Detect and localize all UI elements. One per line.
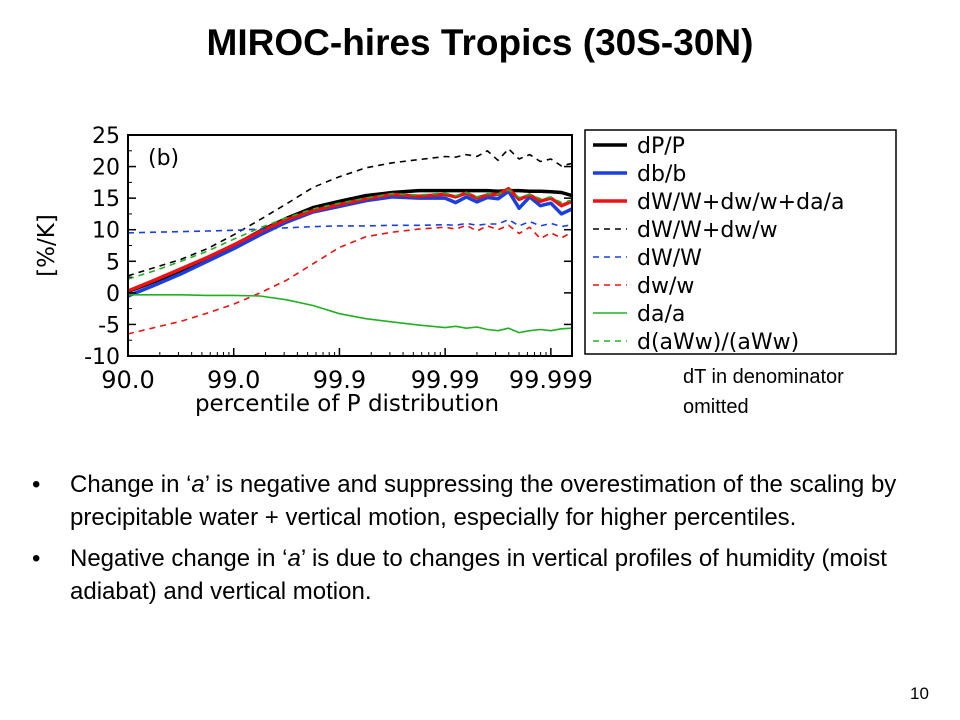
- bullet-item: • Change in ‘a’ is negative and suppress…: [30, 468, 930, 534]
- legend-label: dP/P: [637, 134, 685, 159]
- y-tick-label: 20: [92, 156, 120, 181]
- series-layer: [128, 148, 572, 335]
- bullet-text-post: ’ is negative and suppressing the overes…: [70, 471, 897, 531]
- y-axis-label: [%/K]: [34, 214, 60, 277]
- panel-label: (b): [148, 146, 179, 171]
- bullet-text-pre: Negative change in ‘: [70, 545, 288, 572]
- chart: -10 -5 0 5 10 15 20 25 90.0 99.0 99.9 99.99 99.999 pe…: [34, 124, 897, 417]
- side-note-line-1: dT in denominator: [683, 366, 844, 388]
- axes-layer: -10 -5 0 5 10 15 20 25 90.0 99.0 99.9 99.99 99.999 pe…: [34, 124, 593, 417]
- y-tick-label: -5: [98, 313, 120, 338]
- side-note-line-2: omitted: [683, 396, 749, 418]
- plot-frame: [127, 134, 573, 357]
- legend-label: dW/W+dw/w: [637, 218, 778, 243]
- series-line: [128, 224, 572, 335]
- x-tick-label: 99.9: [313, 366, 366, 394]
- x-tick-label: 99.0: [207, 366, 260, 394]
- bullet-text-post: ’ is due to changes in vertical profiles…: [70, 545, 887, 605]
- bullet-item: • Negative change in ‘a’ is due to chang…: [30, 542, 930, 608]
- bullet-dot-icon: •: [32, 471, 41, 498]
- series-line: [128, 218, 572, 234]
- legend-label: da/a: [637, 302, 685, 327]
- page-number: 10: [910, 684, 929, 703]
- bullet-text-pre: Change in ‘: [70, 471, 192, 498]
- side-note: dT in denominator omitted: [683, 362, 844, 422]
- x-axis-label: percentile of P distribution: [195, 391, 499, 417]
- y-tick-label: 10: [92, 219, 120, 244]
- bullet-text-em: a: [287, 545, 301, 572]
- bullet-dot-icon: •: [32, 545, 41, 572]
- bullet-list: • Change in ‘a’ is negative and suppress…: [30, 468, 930, 616]
- bullet-text-em: a: [191, 471, 205, 498]
- legend: dP/P db/b dW/W+dw/w+da/a dW/W+dw/w dW/W dw/w d…: [584, 129, 897, 355]
- legend-label: dW/W+dw/w+da/a: [637, 190, 844, 215]
- y-tick-label: 5: [106, 250, 120, 275]
- y-tick-label: 0: [106, 282, 120, 307]
- series-line: [128, 148, 572, 277]
- series-line: [128, 189, 572, 280]
- legend-label: db/b: [637, 162, 686, 187]
- x-tick-label: 99.99: [411, 366, 480, 394]
- legend-label: dw/w: [637, 274, 694, 299]
- legend-label: d(aWw)/(aWw): [637, 330, 799, 355]
- slide-title: MIROC-hires Tropics (30S-30N): [206, 22, 754, 63]
- series-line: [128, 189, 572, 298]
- legend-label: dW/W: [637, 246, 702, 271]
- x-tick-label: 99.999: [509, 366, 593, 394]
- y-tick-label: 15: [92, 187, 120, 212]
- legend-box: [584, 129, 897, 355]
- y-tick-label: 25: [92, 124, 120, 149]
- x-tick-label: 90.0: [101, 366, 154, 394]
- y-tick-label: -10: [84, 345, 120, 370]
- series-line: [128, 293, 572, 334]
